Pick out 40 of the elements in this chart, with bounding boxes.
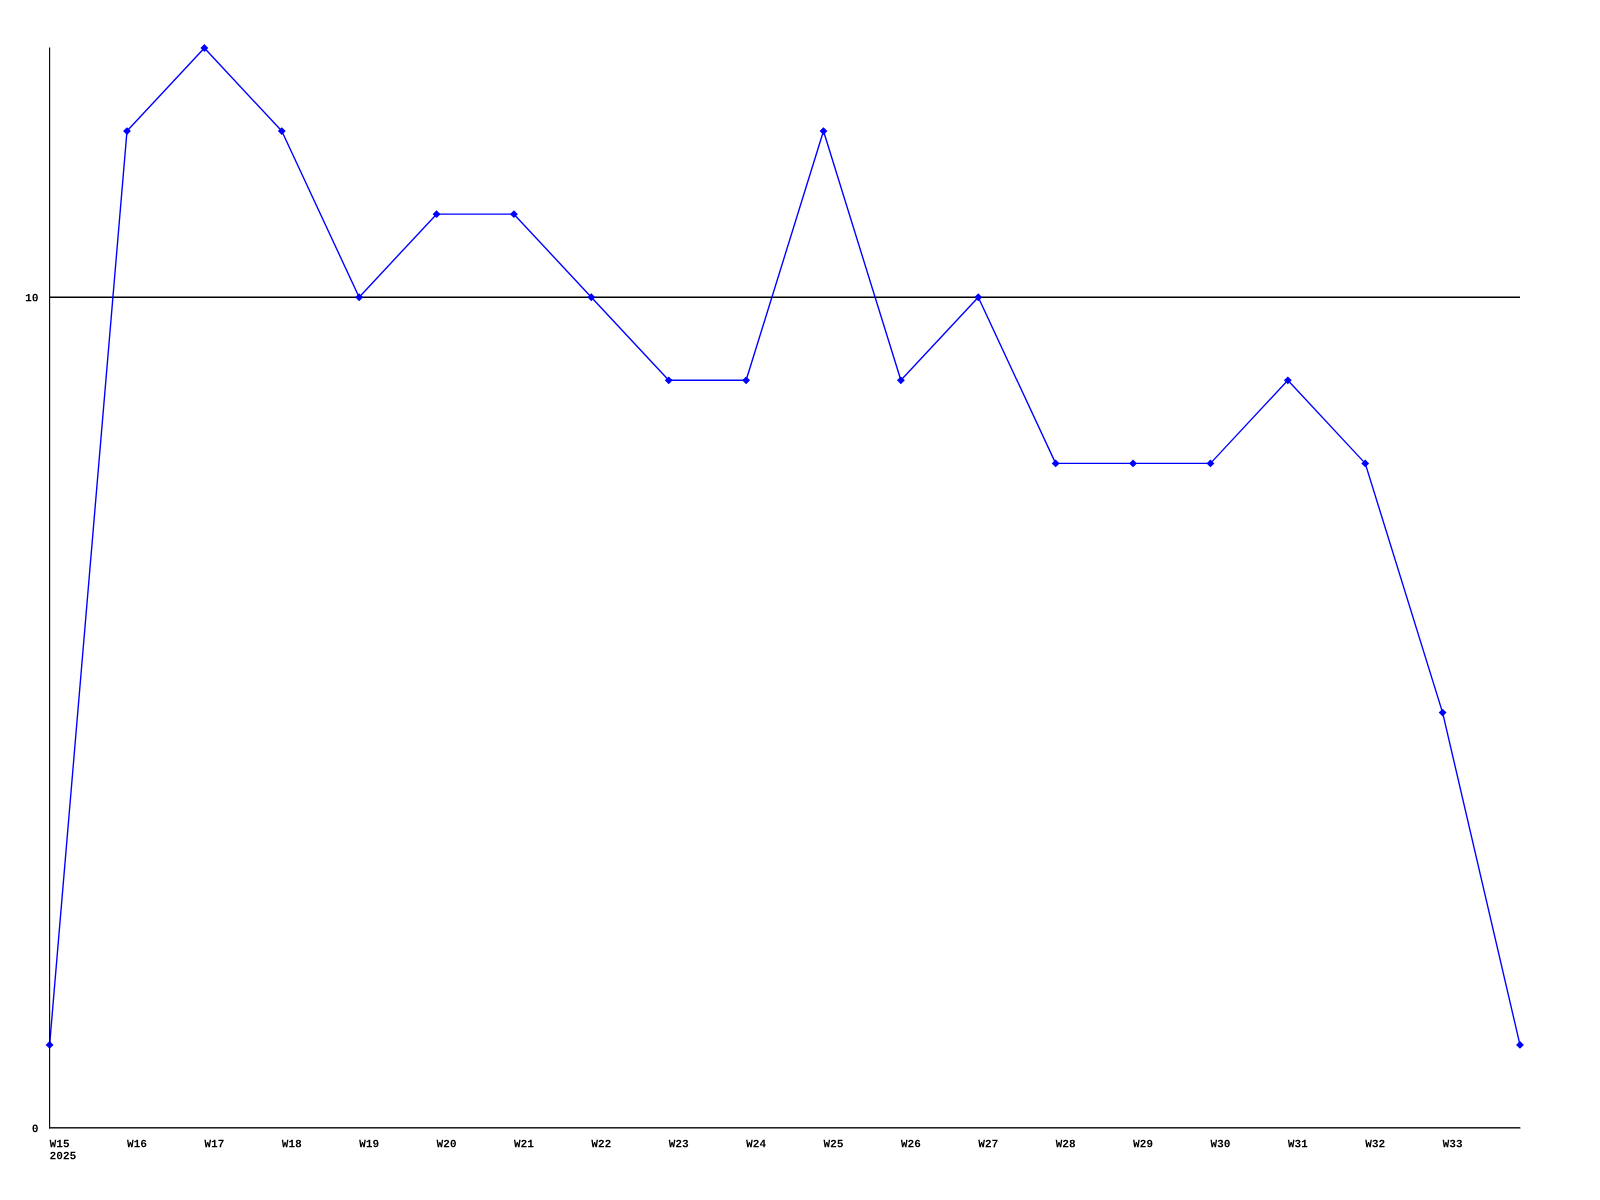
point <box>510 210 518 218</box>
x-tick-label: W23 <box>668 1139 689 1148</box>
point <box>1206 459 1215 468</box>
x-tick-label: W26 <box>900 1139 921 1148</box>
point <box>200 44 209 52</box>
point <box>1516 1041 1524 1049</box>
x-tick-label: W25 <box>823 1139 843 1148</box>
x-tick-label: W27 <box>978 1139 998 1148</box>
point <box>432 210 441 218</box>
x-tick-label: W18 <box>281 1139 302 1148</box>
x-tick-label: W21 <box>513 1139 534 1148</box>
point <box>1052 459 1060 468</box>
point <box>665 376 673 384</box>
point <box>1284 376 1292 384</box>
point <box>123 127 131 135</box>
point <box>1129 459 1137 468</box>
x-tick-label: W20 <box>436 1139 456 1148</box>
x-tick-label: W29 <box>1133 1139 1153 1148</box>
x-tick-label: W32 <box>1365 1139 1385 1148</box>
point <box>587 293 595 301</box>
point <box>897 376 905 384</box>
x-tick-label: W33 <box>1442 1139 1463 1148</box>
x-tick-label: W17 <box>204 1139 224 1148</box>
x-tick-label: W28 <box>1055 1139 1076 1148</box>
x-tick-label: W24 <box>746 1139 766 1148</box>
x-tick-label: W22 <box>591 1139 611 1148</box>
x-tick-label: W15 2025 <box>49 1139 76 1160</box>
x-tick-label: W16 <box>126 1139 147 1148</box>
point <box>742 376 750 384</box>
point <box>1438 708 1447 717</box>
x-tick-label: W30 <box>1210 1139 1230 1148</box>
x-tick-label: W31 <box>1287 1139 1308 1148</box>
point <box>355 293 363 301</box>
point <box>819 127 828 135</box>
point <box>278 127 286 135</box>
point <box>974 293 982 301</box>
y-tick-label: 10 <box>25 293 38 302</box>
x-tick-label: W19 <box>359 1139 379 1148</box>
point <box>1361 459 1369 468</box>
y-tick-label: 0 <box>32 1124 38 1133</box>
